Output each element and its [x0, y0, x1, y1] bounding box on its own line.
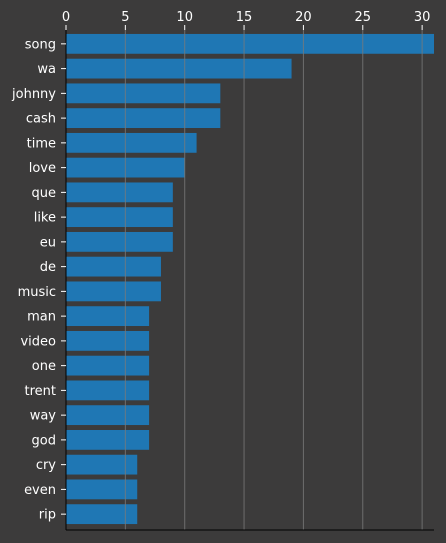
- bar-wa: [66, 58, 292, 79]
- bar-song: [66, 33, 434, 54]
- y-tick-label: johnny: [11, 87, 56, 102]
- bar-eu: [66, 231, 173, 252]
- bar-music: [66, 281, 161, 302]
- x-tick-label: 5: [121, 10, 129, 25]
- bar-johnny: [66, 83, 221, 104]
- y-tick-label: trent: [25, 384, 57, 399]
- x-tick-label: 20: [295, 10, 312, 25]
- y-tick-label: one: [32, 359, 56, 374]
- grid-layer: [124, 30, 423, 530]
- bar-trent: [66, 380, 150, 401]
- bar-layer: [66, 33, 434, 525]
- bar-man: [66, 306, 150, 327]
- bar-cry: [66, 454, 138, 475]
- bar-que: [66, 182, 173, 203]
- y-tick-label: que: [32, 186, 57, 201]
- bar-even: [66, 479, 138, 500]
- y-tick-label: even: [24, 483, 56, 498]
- y-tick-label: time: [27, 136, 56, 151]
- y-tick-label: wa: [37, 62, 56, 77]
- y-tick-label: eu: [40, 235, 56, 250]
- bar-cash: [66, 108, 221, 129]
- y-tick-label: de: [40, 260, 56, 275]
- x-tick-label: 30: [414, 10, 431, 25]
- y-tick-label: cash: [26, 112, 56, 127]
- x-tick-label: 10: [176, 10, 193, 25]
- y-tick-label: like: [34, 211, 56, 226]
- bar-god: [66, 429, 150, 450]
- bar-de: [66, 256, 161, 277]
- y-tick-label: music: [18, 285, 56, 300]
- y-tick-label: song: [25, 37, 56, 52]
- x-tick-label: 0: [62, 10, 70, 25]
- axis-layer: 0 5 10 15 20 25 30 song wa johnny cash time love que l…: [11, 10, 434, 531]
- y-tick-label: way: [30, 409, 57, 424]
- y-tick-label: god: [32, 433, 56, 448]
- bar-like: [66, 207, 173, 228]
- y-tick-label: video: [20, 334, 56, 349]
- bar-way: [66, 405, 150, 426]
- bar-rip: [66, 504, 138, 525]
- y-tick-label: man: [27, 310, 56, 325]
- x-tick-label: 15: [236, 10, 253, 25]
- y-tick-label: cry: [36, 458, 56, 473]
- y-tick-label: love: [29, 161, 56, 176]
- y-tick-label: rip: [39, 508, 56, 523]
- bar-one: [66, 355, 150, 376]
- x-tick-label: 25: [354, 10, 371, 25]
- bar-video: [66, 330, 150, 351]
- bar-time: [66, 132, 197, 153]
